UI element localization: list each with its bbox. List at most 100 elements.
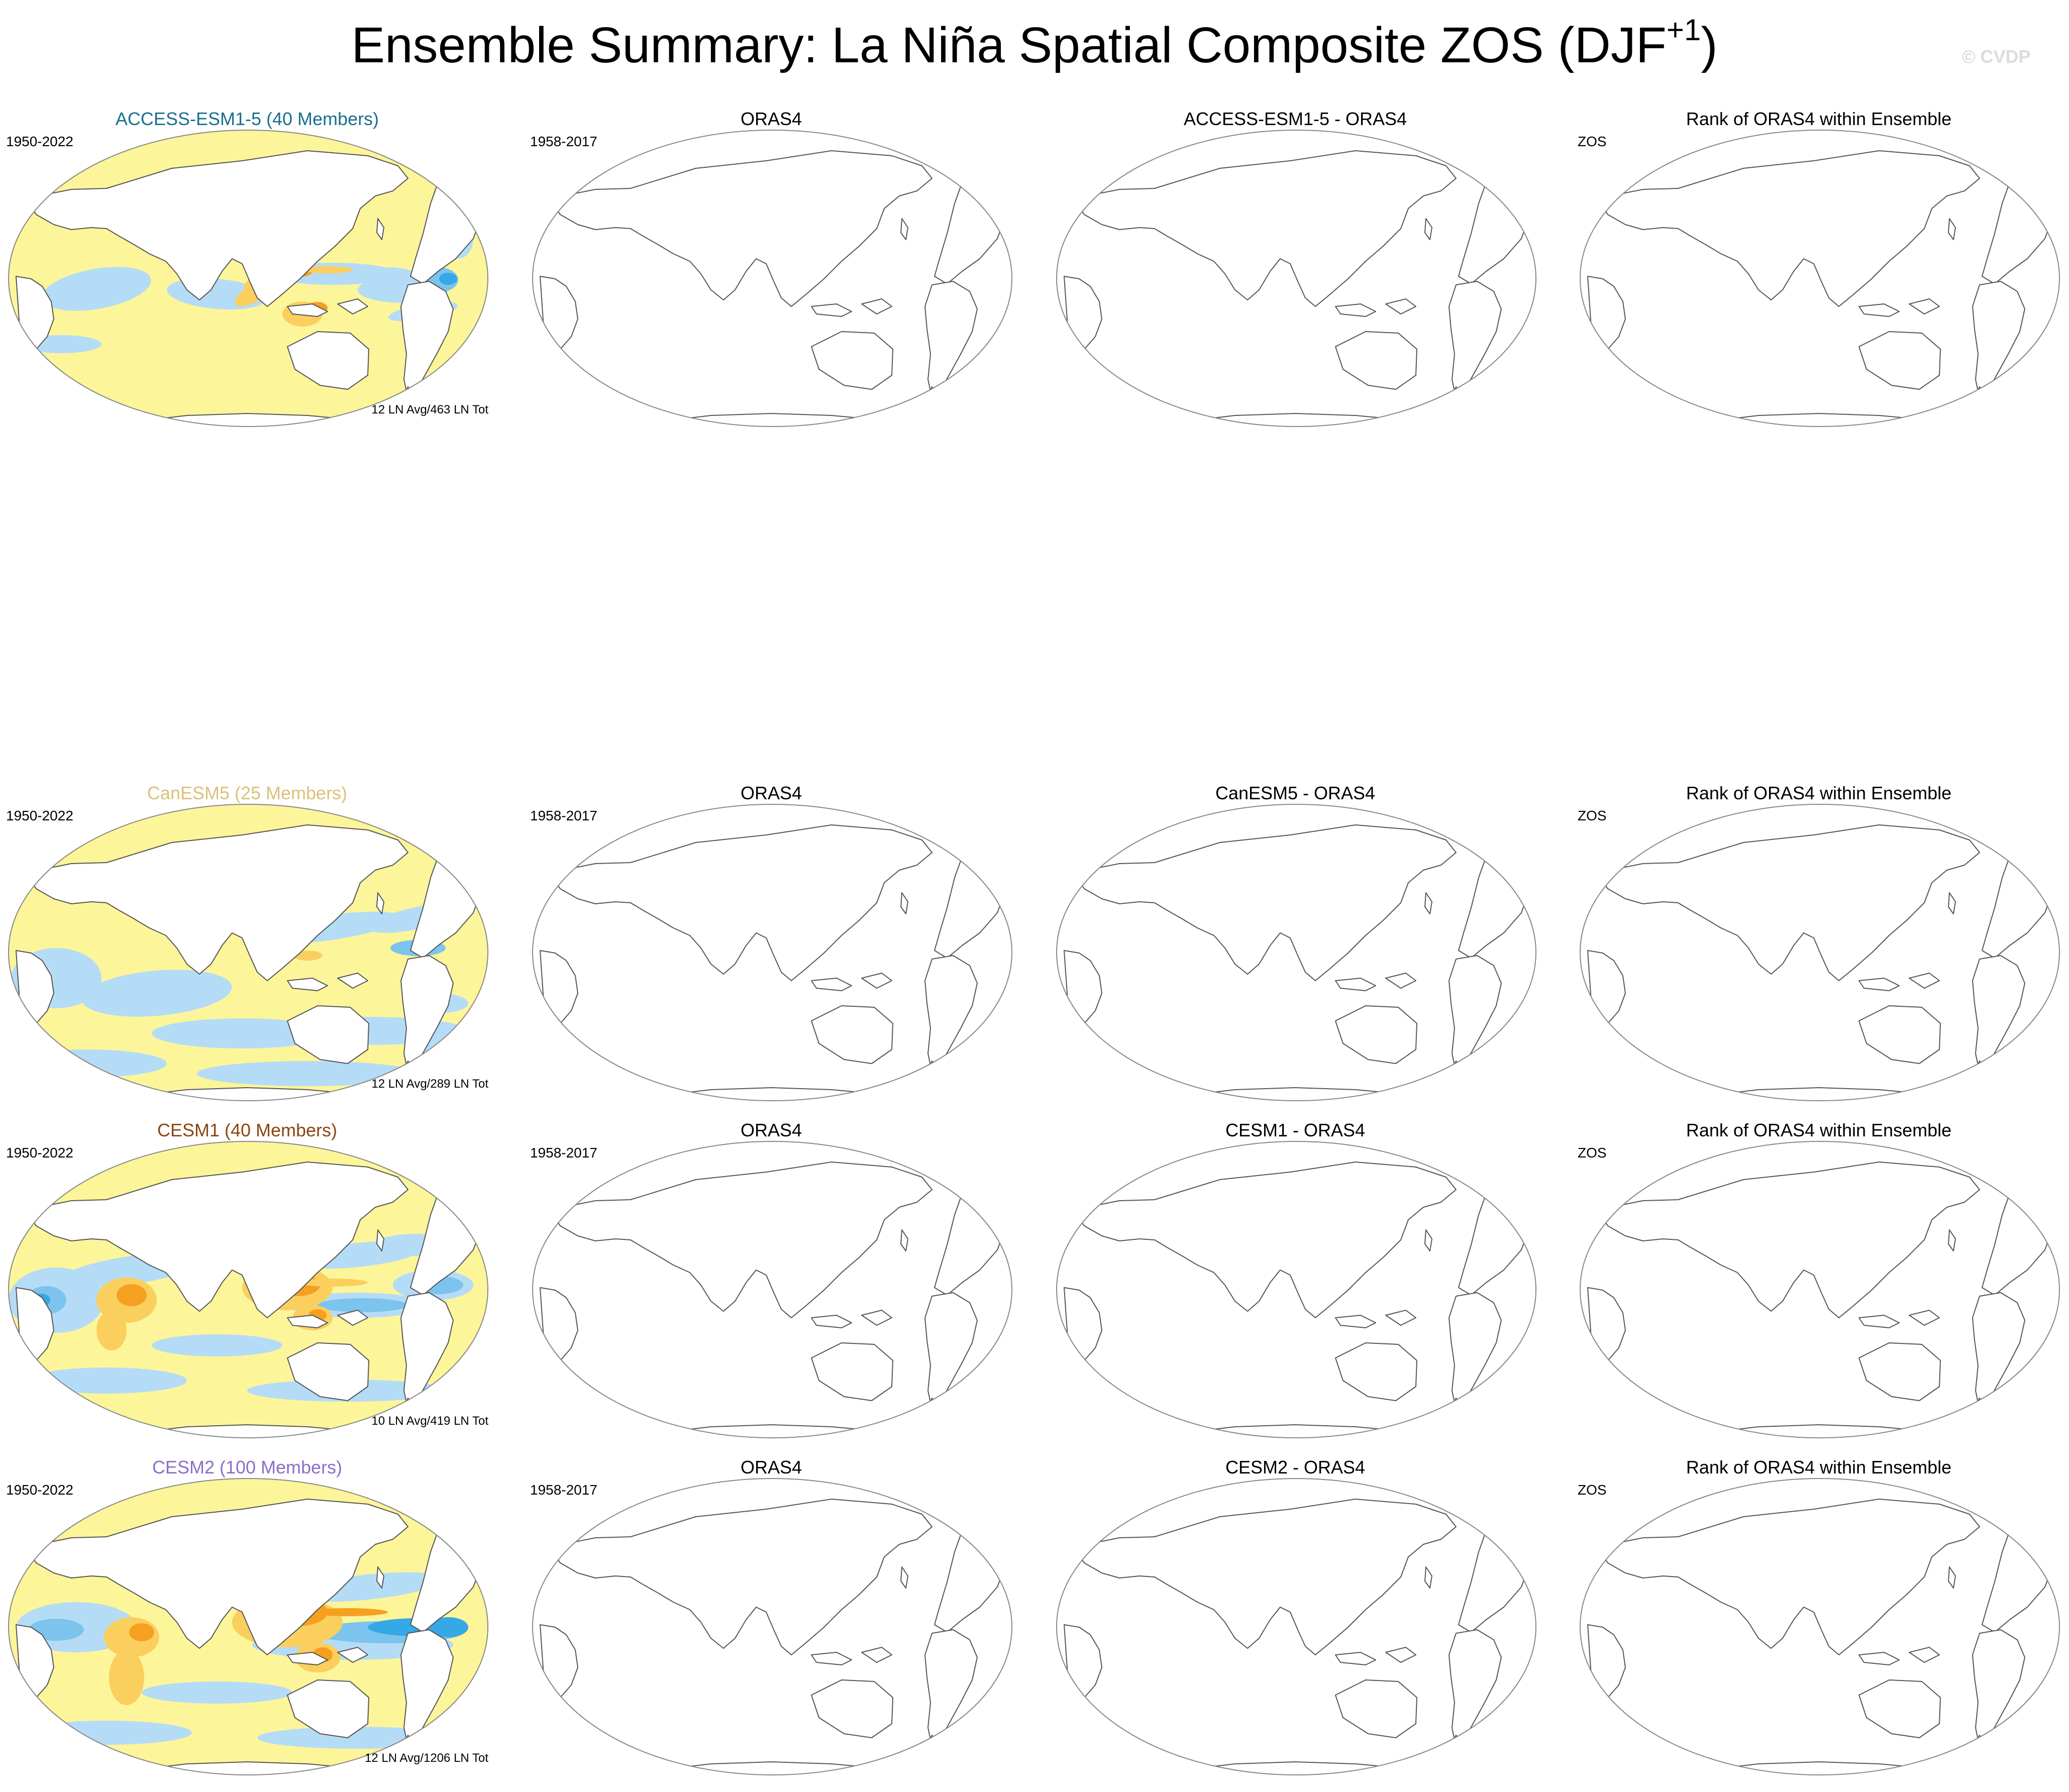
landmass-australia: [287, 1342, 369, 1401]
landmass-antarctica: [1703, 1424, 1935, 1438]
landmass-australia: [287, 1005, 369, 1064]
period-label: 1950-2022: [6, 134, 73, 149]
panel-title: Rank of ORAS4 within Ensemble: [1686, 109, 1952, 129]
landmass-indonesia2: [1909, 973, 1940, 989]
landmass-antarctica: [655, 1424, 887, 1438]
landmass-greenland: [415, 806, 459, 833]
panel-diff-cesm1: CESM1 - ORAS4: [1054, 1119, 1536, 1441]
panel-title: ACCESS-ESM1-5 - ORAS4: [1183, 109, 1407, 129]
landmass-australia: [811, 1342, 893, 1401]
panel-model-cesm2: CESM2 (100 Members) 1950-2022 12 LN Avg/12…: [6, 1456, 488, 1778]
panel-title: Rank of ORAS4 within Ensemble: [1686, 783, 1952, 803]
map-outline: [1580, 1141, 2060, 1438]
composite-count-label: 12 LN Avg/1206 LN Tot: [365, 1751, 488, 1765]
anomaly-contour: [197, 1061, 418, 1086]
landmass-nz: [1451, 1735, 1463, 1753]
landmass-greenland: [1987, 132, 2030, 159]
world-map: [8, 1141, 488, 1438]
anomaly-contour: [142, 1681, 292, 1704]
landmass-japan: [1948, 218, 1956, 240]
panel-rank-canesm5: Rank of ORAS4 within Ensemble ZOS: [1578, 782, 2060, 1104]
landmass-indonesia1: [1858, 303, 1900, 317]
world-map: [532, 1478, 1012, 1775]
landmass-eurasia: [28, 1162, 408, 1318]
landmass-samerica: [924, 955, 978, 1073]
panel-rank-cesm1: Rank of ORAS4 within Ensemble ZOS: [1578, 1119, 2060, 1441]
landmass-antarctica: [655, 1087, 887, 1101]
world-map: [8, 1478, 488, 1775]
landmass-indonesia1: [287, 1315, 328, 1328]
landmass-namerica: [934, 1175, 1009, 1296]
landmass-greenland: [415, 1143, 459, 1170]
landmass-africa: [1587, 276, 1626, 349]
landmass-australia: [1335, 331, 1417, 390]
landmass-australia: [287, 331, 369, 390]
landmass-eurasia: [1600, 1162, 1980, 1318]
landmass-australia: [1858, 1005, 1941, 1064]
landmass-japan: [900, 218, 908, 240]
anomaly-contour: [96, 1310, 127, 1350]
landmass-indonesia1: [1335, 978, 1376, 991]
landmass-samerica: [1449, 1292, 1502, 1410]
landmass-greenland: [1463, 1480, 1507, 1507]
panel-title: ORAS4: [740, 109, 802, 129]
map-outline: [1056, 1141, 1536, 1438]
landmass-africa: [1064, 1624, 1102, 1697]
panel-diff-cesm2: CESM2 - ORAS4: [1054, 1456, 1536, 1778]
landmass-antarctica: [1703, 1761, 1935, 1775]
landmass-antarctica: [655, 1761, 887, 1775]
landmass-indonesia1: [1858, 978, 1900, 991]
map-outline: [1580, 804, 2060, 1101]
panel-obs-cesm1: ORAS4 1958-2017: [530, 1119, 1012, 1441]
landmass-antarctica: [655, 413, 887, 427]
panel-title: CESM1 (40 Members): [157, 1120, 338, 1140]
landmass-greenland: [939, 132, 983, 159]
landmass-indonesia2: [861, 973, 892, 989]
landmass-australia: [1335, 1005, 1417, 1064]
landmass-africa: [540, 1287, 578, 1360]
landmass-indonesia1: [811, 978, 852, 991]
landmass-indonesia2: [337, 1647, 368, 1663]
landmass-namerica: [1982, 838, 2056, 959]
anomaly-contour: [307, 1608, 388, 1616]
panel-title: Rank of ORAS4 within Ensemble: [1686, 1120, 1952, 1140]
panel-model-access-esm1-5: ACCESS-ESM1-5 (40 Members) 1950-2022 12 LN…: [6, 108, 488, 430]
landmass-indonesia2: [1909, 298, 1940, 314]
landmass-greenland: [1463, 1143, 1507, 1170]
period-label: 1950-2022: [6, 808, 73, 823]
world-map: [1580, 130, 2060, 427]
landmass-nz: [926, 1061, 939, 1079]
landmass-namerica: [934, 838, 1009, 959]
composite-count-label: 12 LN Avg/463 LN Tot: [371, 403, 488, 416]
landmass-indonesia1: [1858, 1315, 1900, 1328]
map-outline: [532, 804, 1012, 1101]
landmass-eurasia: [28, 824, 408, 981]
landmass-africa: [1587, 1287, 1626, 1360]
map-content: [1587, 132, 2056, 427]
variable-label: ZOS: [1578, 808, 1607, 823]
landmass-eurasia: [1076, 150, 1457, 307]
composite-count-label: 10 LN Avg/419 LN Tot: [371, 1414, 488, 1428]
landmass-samerica: [1449, 281, 1502, 399]
landmass-japan: [900, 1229, 908, 1251]
landmass-indonesia2: [1385, 973, 1416, 989]
world-map: [1056, 130, 1536, 427]
landmass-greenland: [939, 1480, 983, 1507]
landmass-samerica: [1972, 1292, 2025, 1410]
map-outline: [1056, 1478, 1536, 1775]
landmass-eurasia: [552, 1499, 933, 1655]
figure-title-text: Ensemble Summary: La Niña Spatial Compos…: [351, 17, 1667, 73]
landmass-eurasia: [552, 150, 933, 307]
figure-title: Ensemble Summary: La Niña Spatial Compos…: [0, 15, 2069, 75]
landmass-namerica: [934, 1512, 1009, 1633]
landmass-nz: [926, 1398, 939, 1416]
landmass-greenland: [1463, 806, 1507, 833]
landmass-indonesia2: [337, 298, 368, 314]
landmass-nz: [1974, 1398, 1986, 1416]
map-outline: [8, 1478, 488, 1775]
landmass-antarctica: [1179, 413, 1411, 427]
landmass-indonesia2: [337, 1310, 368, 1326]
anomaly-contour: [129, 1623, 154, 1641]
period-label: 1958-2017: [530, 134, 597, 149]
